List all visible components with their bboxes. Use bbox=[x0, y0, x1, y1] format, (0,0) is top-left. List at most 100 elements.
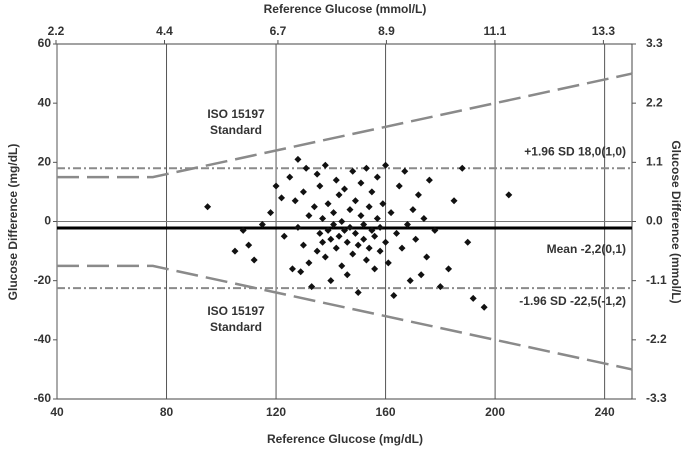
reference-label: -1.96 SD -22,5(-1,2) bbox=[519, 294, 626, 308]
data-point bbox=[338, 262, 346, 270]
data-point bbox=[291, 197, 299, 205]
data-point bbox=[390, 291, 398, 299]
data-point bbox=[401, 167, 409, 175]
data-point bbox=[420, 215, 428, 223]
data-point bbox=[395, 182, 403, 190]
data-point bbox=[327, 277, 335, 285]
data-point bbox=[346, 223, 354, 231]
x-tick-label: 40 bbox=[50, 405, 64, 419]
data-point bbox=[245, 241, 253, 249]
annotation: ISO 15197 bbox=[207, 107, 265, 121]
data-point bbox=[321, 253, 329, 261]
y2-tick-label: -2.2 bbox=[646, 332, 667, 346]
data-point bbox=[316, 229, 324, 237]
data-point bbox=[335, 232, 343, 240]
data-point bbox=[280, 232, 288, 240]
x2-tick-label: 2.2 bbox=[48, 24, 65, 38]
y2-tick-label: -3.3 bbox=[646, 391, 667, 405]
data-point bbox=[349, 167, 357, 175]
y2-tick-label: 0.0 bbox=[646, 214, 663, 228]
annotation: ISO 15197 bbox=[207, 304, 265, 318]
data-point bbox=[305, 259, 313, 267]
data-point bbox=[469, 294, 477, 302]
data-point bbox=[324, 200, 332, 208]
data-point bbox=[398, 244, 406, 252]
y2-axis-title: Glucose Difference (mmol/L) bbox=[669, 140, 683, 303]
y-tick-label: 60 bbox=[38, 36, 52, 50]
x-axis-title: Reference Glucose (mg/dL) bbox=[267, 432, 423, 446]
y-tick-label: -60 bbox=[34, 391, 52, 405]
data-point bbox=[327, 235, 335, 243]
data-point bbox=[316, 182, 324, 190]
data-point bbox=[204, 203, 212, 211]
x-tick-label: 240 bbox=[595, 405, 615, 419]
data-point bbox=[351, 229, 359, 237]
data-point bbox=[376, 247, 384, 255]
data-point bbox=[335, 191, 343, 199]
data-point bbox=[332, 176, 340, 184]
data-point bbox=[299, 241, 307, 249]
annotation: Standard bbox=[210, 123, 262, 137]
y-tick-label: 40 bbox=[38, 95, 52, 109]
x2-axis-title: Reference Glucose (mmol/L) bbox=[264, 2, 427, 16]
x-tick-label: 200 bbox=[485, 405, 505, 419]
data-point bbox=[382, 238, 390, 246]
data-point bbox=[272, 182, 280, 190]
y-tick-label: 0 bbox=[44, 214, 51, 228]
y-axis-title: Glucose Difference (mg/dL) bbox=[6, 144, 20, 301]
data-point bbox=[310, 203, 318, 211]
x2-tick-label: 8.9 bbox=[378, 24, 395, 38]
data-point bbox=[458, 164, 466, 172]
data-point bbox=[250, 256, 258, 264]
iso-limit-line bbox=[57, 264, 633, 371]
data-point bbox=[332, 244, 340, 252]
data-point bbox=[464, 238, 472, 246]
data-point bbox=[294, 223, 302, 231]
data-point bbox=[417, 271, 425, 279]
y-tick-label: -40 bbox=[34, 332, 52, 346]
data-point bbox=[445, 265, 453, 273]
x-tick-label: 120 bbox=[266, 405, 286, 419]
data-point bbox=[357, 212, 365, 220]
data-point bbox=[371, 232, 379, 240]
data-point bbox=[351, 197, 359, 205]
data-point bbox=[371, 265, 379, 273]
data-point bbox=[409, 206, 417, 214]
data-point bbox=[267, 209, 275, 217]
data-point bbox=[362, 164, 370, 172]
data-point bbox=[368, 226, 376, 234]
x2-tick-label: 13.3 bbox=[592, 24, 616, 38]
data-point bbox=[239, 226, 247, 234]
data-point bbox=[425, 176, 433, 184]
x2-tick-label: 4.4 bbox=[156, 24, 173, 38]
data-point bbox=[319, 238, 327, 246]
data-point bbox=[313, 170, 321, 178]
data-point bbox=[297, 268, 305, 276]
data-point bbox=[294, 155, 302, 163]
data-point bbox=[403, 220, 411, 228]
y2-tick-label: -1.1 bbox=[646, 273, 667, 287]
data-point bbox=[505, 191, 513, 199]
iso-limit-line bbox=[57, 72, 633, 179]
data-point bbox=[373, 215, 381, 223]
data-point bbox=[406, 277, 414, 285]
data-point bbox=[384, 259, 392, 267]
y-tick-label: -20 bbox=[34, 273, 52, 287]
data-point bbox=[231, 247, 239, 255]
data-point bbox=[431, 226, 439, 234]
data-point bbox=[349, 250, 357, 258]
data-point bbox=[365, 203, 373, 211]
annotation: Standard bbox=[210, 320, 262, 334]
data-point bbox=[288, 265, 296, 273]
data-point bbox=[305, 212, 313, 220]
data-point bbox=[423, 253, 431, 261]
x-tick-label: 80 bbox=[160, 405, 174, 419]
data-point bbox=[354, 289, 362, 296]
reference-label: Mean -2,2(0,1) bbox=[547, 242, 626, 256]
data-point bbox=[387, 209, 395, 217]
y2-tick-label: 2.2 bbox=[646, 95, 663, 109]
data-point bbox=[368, 188, 376, 196]
data-point bbox=[302, 164, 310, 172]
